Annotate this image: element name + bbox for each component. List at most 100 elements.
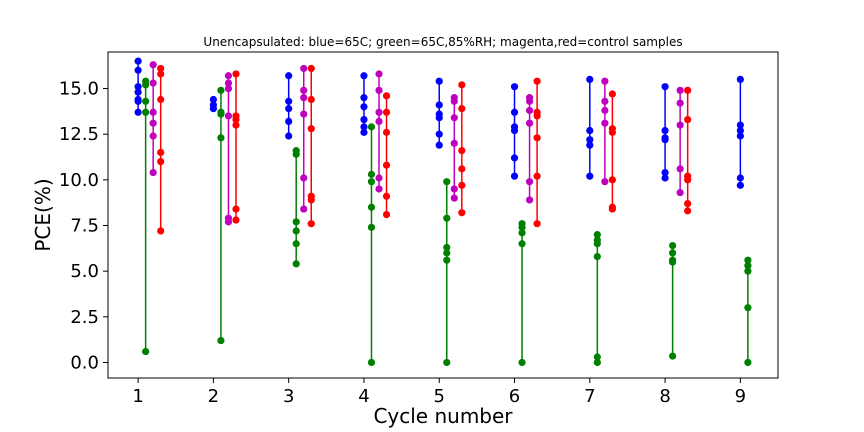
y-tick-label: 10.0 (59, 170, 99, 191)
data-point (518, 358, 526, 367)
data-point (435, 141, 443, 149)
data-point (435, 101, 443, 109)
data-point (300, 174, 308, 182)
data-point (510, 172, 519, 180)
plot-area (108, 52, 778, 378)
data-point (285, 72, 293, 80)
data-point (593, 240, 601, 248)
data-point (669, 258, 677, 266)
data-point (285, 132, 293, 140)
data-point (300, 205, 308, 213)
data-point (608, 128, 616, 136)
data-point (292, 150, 300, 158)
data-point (232, 205, 240, 213)
data-point (443, 243, 451, 252)
data-point (661, 174, 669, 182)
data-point (157, 95, 165, 104)
data-point (533, 112, 541, 120)
x-tick-label: 8 (659, 386, 670, 407)
data-point (458, 105, 466, 113)
data-point (134, 97, 142, 105)
data-point (149, 108, 157, 116)
data-point (224, 112, 233, 120)
data-point (375, 174, 383, 182)
data-point (217, 336, 225, 345)
data-point (510, 83, 519, 91)
chart-title: Unencapsulated: blue=65C; green=65C,85%R… (203, 35, 682, 49)
data-point (367, 203, 376, 211)
data-point (443, 178, 451, 186)
data-point (676, 189, 684, 197)
data-point (360, 128, 368, 136)
data-point (209, 105, 217, 113)
y-tick-label: 7.5 (70, 216, 99, 237)
data-point (533, 77, 541, 85)
data-point (676, 165, 684, 173)
data-point (382, 192, 391, 200)
data-point (292, 227, 300, 235)
data-point (149, 168, 157, 177)
data-point (601, 77, 609, 85)
data-point (450, 185, 458, 193)
data-point (450, 97, 458, 105)
data-point (292, 260, 300, 268)
data-point (525, 106, 534, 115)
data-point (684, 176, 692, 184)
data-point (149, 61, 157, 69)
data-point (533, 172, 541, 180)
data-point (367, 123, 376, 131)
data-point (518, 223, 526, 231)
data-point (608, 90, 616, 98)
data-point (157, 70, 165, 78)
x-tick-label: 3 (283, 386, 294, 407)
data-point (149, 119, 157, 127)
data-point (382, 128, 391, 136)
data-point (232, 121, 240, 129)
data-point (435, 114, 443, 122)
data-point (608, 205, 616, 213)
data-point (285, 117, 293, 126)
data-point (510, 126, 519, 135)
data-point (300, 110, 308, 118)
data-point (661, 126, 669, 135)
data-point (285, 105, 293, 113)
data-point (736, 126, 744, 135)
data-point (525, 178, 534, 186)
data-point (525, 119, 534, 127)
data-point (661, 168, 669, 177)
data-point (300, 94, 308, 102)
data-point (601, 178, 609, 186)
data-point (586, 75, 594, 83)
data-point (382, 92, 391, 100)
data-point (669, 352, 677, 360)
data-point (375, 185, 383, 193)
data-point (134, 108, 142, 116)
data-point (232, 115, 240, 124)
data-point (744, 256, 752, 264)
data-point (382, 108, 391, 116)
data-point (525, 196, 534, 204)
data-point (736, 132, 744, 140)
y-tick-label: 12.5 (59, 124, 99, 145)
data-point (736, 174, 744, 182)
data-point (684, 115, 692, 124)
data-point (142, 347, 150, 356)
data-point (134, 66, 142, 74)
data-point (217, 110, 225, 118)
data-point (593, 231, 601, 239)
data-point (360, 103, 368, 111)
data-point (157, 148, 165, 157)
data-point (232, 216, 240, 224)
data-point (586, 126, 594, 135)
data-point (586, 141, 594, 149)
data-point (593, 358, 601, 367)
data-point (307, 125, 315, 133)
data-point (458, 147, 466, 155)
data-point (375, 108, 383, 116)
data-point (382, 161, 391, 169)
x-tick-label: 4 (358, 386, 369, 407)
data-point (157, 64, 165, 73)
data-point (300, 64, 308, 73)
data-point (601, 97, 609, 105)
data-marks (134, 57, 752, 367)
